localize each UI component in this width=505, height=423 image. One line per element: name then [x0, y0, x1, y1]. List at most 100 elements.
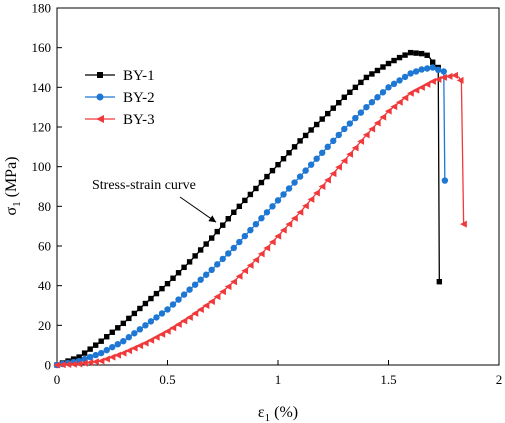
data-point-circle: [274, 197, 282, 204]
data-point-circle: [368, 99, 376, 106]
data-point-triangle: [279, 226, 287, 234]
data-point-triangle: [456, 76, 464, 84]
data-point-triangle: [285, 220, 293, 228]
data-point-triangle: [174, 320, 182, 328]
data-point-circle: [109, 343, 116, 351]
data-point-square: [258, 179, 265, 186]
data-point-square: [104, 334, 110, 340]
y-axis-title: σ1 (MPa): [3, 156, 23, 215]
data-point-square: [325, 110, 331, 117]
data-point-circle: [86, 353, 94, 361]
y-tick-label: 140: [32, 80, 52, 95]
data-point-square: [396, 54, 403, 61]
data-point-triangle: [69, 360, 77, 368]
data-point-square: [137, 305, 143, 312]
data-point-circle: [379, 89, 387, 96]
data-point-square: [76, 354, 82, 360]
data-point-square: [242, 197, 248, 204]
data-point-triangle: [208, 298, 215, 306]
data-point-circle: [374, 94, 381, 101]
data-point-square: [247, 191, 254, 198]
data-point-triangle: [224, 283, 232, 291]
data-point-circle: [280, 191, 287, 198]
data-point-triangle: [296, 208, 304, 216]
data-point-square: [81, 350, 88, 356]
annotation-text: Stress-strain curve: [92, 178, 196, 193]
x-tick-label: 1.5: [380, 372, 396, 387]
data-point-triangle: [130, 344, 138, 352]
legend-label-by3: BY-3: [123, 112, 155, 128]
data-point-circle: [169, 301, 177, 308]
data-point-triangle: [384, 107, 392, 115]
data-point-circle: [407, 70, 414, 77]
data-point-circle: [219, 255, 226, 263]
data-point-square: [253, 185, 259, 192]
data-point-circle: [214, 261, 221, 268]
data-point-square: [280, 156, 287, 162]
y-tick-label: 100: [32, 159, 52, 174]
data-point-square: [302, 132, 309, 139]
data-point-triangle: [147, 336, 155, 344]
data-point-triangle: [180, 317, 188, 325]
data-point-square: [275, 161, 281, 168]
data-point-triangle: [141, 339, 149, 347]
data-point-triangle: [440, 73, 447, 81]
data-point-circle: [147, 318, 155, 325]
data-point-square: [181, 264, 187, 271]
legend-item-by3: BY-3: [85, 112, 155, 128]
annotation-arrowhead: [208, 215, 217, 223]
data-point-circle: [142, 322, 149, 329]
data-point-triangle: [401, 94, 409, 102]
data-point-triangle: [197, 305, 204, 313]
legend-item-by1: BY-1: [85, 68, 155, 84]
data-point-circle: [385, 84, 392, 91]
data-point-circle: [441, 177, 449, 184]
y-tick-label: 20: [38, 318, 51, 333]
data-point-circle: [269, 203, 276, 210]
data-point-triangle: [263, 244, 271, 252]
y-tick-label: 160: [32, 40, 52, 55]
data-point-square: [347, 89, 353, 95]
data-point-circle: [363, 103, 370, 111]
data-point-square: [214, 228, 220, 235]
data-point-circle: [247, 226, 254, 234]
data-point-triangle: [219, 288, 226, 296]
legend-item-by2: BY-2: [85, 90, 155, 106]
series-line: [56, 51, 440, 366]
data-point-triangle: [412, 86, 420, 94]
data-point-circle: [401, 73, 409, 81]
y-tick-label: 180: [32, 1, 52, 16]
data-point-circle: [335, 131, 342, 139]
data-point-triangle: [390, 103, 398, 111]
data-point-square: [297, 138, 303, 144]
x-axis-title: ε1 (%): [258, 404, 298, 423]
legend-marker-circle: [96, 93, 104, 101]
data-point-square: [407, 49, 414, 56]
x-tick-label: 0: [54, 372, 61, 387]
data-point-triangle: [423, 80, 431, 88]
data-point-square: [115, 325, 121, 331]
legend-label-by2: BY-2: [123, 90, 155, 106]
data-point-circle: [435, 66, 442, 74]
data-point-circle: [313, 155, 320, 162]
data-point-triangle: [235, 272, 243, 280]
data-point-square: [131, 310, 138, 317]
data-point-triangle: [351, 144, 359, 152]
data-point-circle: [236, 238, 243, 246]
data-point-circle: [186, 286, 193, 293]
data-point-triangle: [108, 353, 116, 361]
data-point-triangle: [373, 119, 381, 127]
data-point-circle: [202, 271, 210, 278]
data-point-circle: [352, 114, 359, 122]
data-point-square: [291, 144, 298, 150]
data-point-triangle: [230, 278, 237, 286]
data-point-triangle: [92, 358, 99, 366]
series-layer: [53, 49, 467, 369]
data-point-square: [341, 94, 347, 100]
data-point-square: [153, 290, 160, 297]
data-point-square: [209, 235, 215, 241]
data-point-square: [231, 209, 237, 215]
data-point-square: [369, 71, 375, 77]
data-point-triangle: [136, 342, 144, 350]
data-point-circle: [285, 185, 293, 192]
